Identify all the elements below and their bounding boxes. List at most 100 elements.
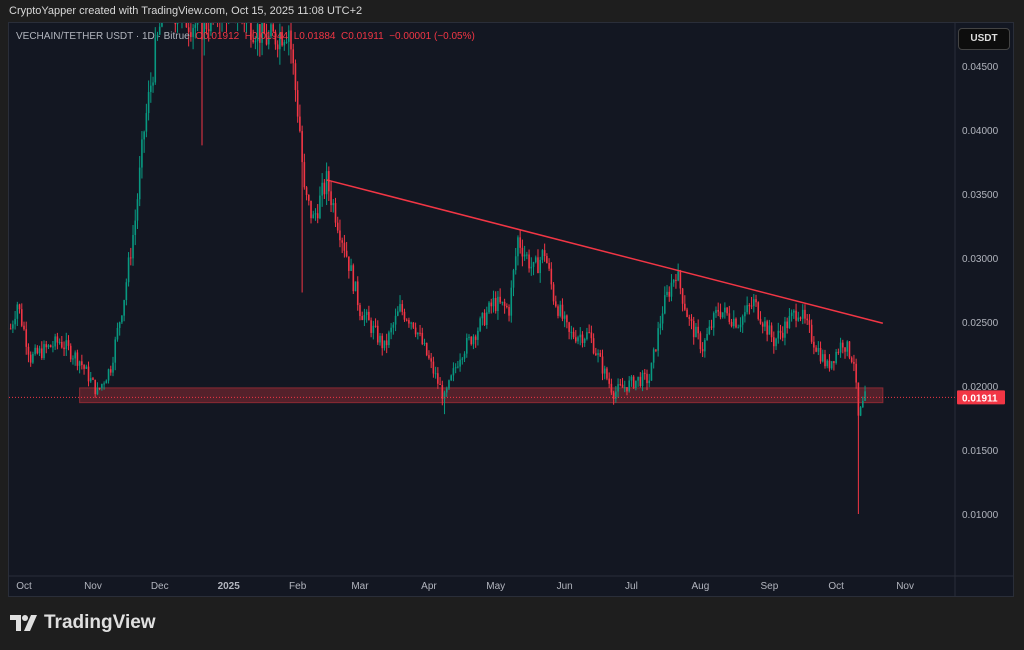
currency-button[interactable]: USDT bbox=[958, 28, 1010, 50]
candle-body bbox=[581, 334, 584, 343]
tradingview-logo-icon bbox=[10, 615, 37, 631]
candle-body bbox=[815, 347, 817, 352]
candle-body bbox=[321, 182, 323, 196]
candle-body bbox=[81, 361, 83, 366]
candle-body bbox=[610, 383, 613, 393]
candle-body bbox=[141, 139, 143, 168]
candle-body bbox=[757, 302, 760, 319]
candle-body bbox=[568, 322, 570, 332]
candle-body bbox=[341, 240, 343, 243]
candle-body bbox=[261, 23, 263, 43]
candle-body bbox=[621, 384, 624, 388]
candle-body bbox=[168, 0, 170, 13]
candle-body bbox=[717, 310, 719, 312]
candle-body bbox=[267, 36, 270, 45]
price-tick-label: 0.02000 bbox=[962, 382, 999, 393]
high-value: H0.01944 bbox=[244, 31, 289, 42]
candle-body bbox=[508, 307, 510, 316]
candle-body bbox=[92, 378, 94, 380]
candle-body bbox=[619, 384, 622, 386]
candle-body bbox=[381, 335, 384, 349]
candle-body bbox=[550, 268, 553, 285]
candle-body bbox=[390, 327, 392, 333]
candle-body bbox=[481, 312, 484, 319]
candle-body bbox=[639, 376, 642, 387]
candle-body bbox=[412, 322, 415, 328]
candle-body bbox=[637, 376, 639, 381]
candle-body bbox=[105, 380, 108, 384]
candle-body bbox=[721, 312, 724, 318]
candle-body bbox=[339, 230, 341, 241]
candle-body bbox=[312, 214, 315, 219]
candle-body bbox=[94, 379, 96, 395]
candle-body bbox=[503, 301, 506, 306]
candle-body bbox=[586, 332, 588, 339]
candle-body bbox=[797, 317, 800, 321]
candle-body bbox=[793, 310, 795, 313]
candle-body bbox=[677, 271, 679, 281]
candle-body bbox=[697, 326, 699, 334]
close-value: C0.01911 bbox=[341, 31, 384, 42]
candle-body bbox=[712, 313, 715, 328]
candle-body bbox=[692, 320, 695, 338]
candle-body bbox=[379, 335, 381, 343]
change-value: −0.00001 (−0.05%) bbox=[389, 31, 475, 42]
candle-body bbox=[65, 340, 68, 350]
candle-body bbox=[543, 250, 546, 257]
candle-body bbox=[87, 366, 90, 382]
candle-body bbox=[118, 322, 121, 328]
candle-body bbox=[824, 354, 826, 367]
tradingview-logo[interactable]: TradingView bbox=[10, 612, 156, 634]
candle-body bbox=[459, 359, 461, 367]
candle-body bbox=[43, 344, 45, 359]
candle-body bbox=[32, 353, 34, 363]
candle-body bbox=[96, 387, 99, 395]
candle-body bbox=[788, 316, 791, 329]
candle-body bbox=[452, 368, 455, 376]
candle-body bbox=[203, 23, 206, 40]
candle-body bbox=[54, 336, 56, 347]
candle-body bbox=[766, 321, 768, 335]
candle-body bbox=[101, 384, 103, 389]
candle-body bbox=[116, 327, 119, 340]
candle-body bbox=[597, 353, 599, 356]
candle-body bbox=[274, 31, 277, 45]
candle-body bbox=[439, 383, 441, 386]
candle-body bbox=[78, 361, 81, 366]
candle-body bbox=[590, 332, 593, 339]
candle-body bbox=[628, 380, 630, 392]
candle-body bbox=[221, 0, 223, 23]
candle-body bbox=[730, 321, 733, 327]
candle-body bbox=[352, 265, 355, 292]
candle-body bbox=[219, 17, 221, 22]
candle-body bbox=[779, 330, 782, 333]
logo-text: TradingView bbox=[44, 612, 156, 633]
candle-body bbox=[799, 317, 802, 319]
candle-body bbox=[817, 347, 820, 352]
candle-body bbox=[684, 303, 686, 310]
candle-body bbox=[546, 256, 548, 264]
candle-body bbox=[187, 27, 190, 33]
candle-body bbox=[239, 9, 241, 16]
candle-body bbox=[403, 311, 406, 320]
candle-body bbox=[828, 360, 831, 369]
candle-body bbox=[608, 378, 610, 384]
candle-body bbox=[310, 200, 312, 219]
candle-body bbox=[699, 333, 702, 350]
candle-body bbox=[156, 34, 159, 38]
candle-body bbox=[719, 311, 722, 318]
candle-body bbox=[454, 367, 457, 369]
candle-body bbox=[510, 287, 513, 316]
candle-body bbox=[259, 24, 261, 43]
candle-body bbox=[530, 266, 533, 269]
candle-body bbox=[661, 313, 664, 324]
candle-body bbox=[434, 373, 437, 375]
candle-body bbox=[641, 372, 644, 387]
candle-body bbox=[36, 347, 39, 354]
candle-body bbox=[764, 321, 766, 327]
candle-body bbox=[750, 305, 753, 307]
candle-body bbox=[857, 382, 860, 416]
candle-body bbox=[279, 32, 281, 50]
candle-body bbox=[38, 348, 41, 354]
